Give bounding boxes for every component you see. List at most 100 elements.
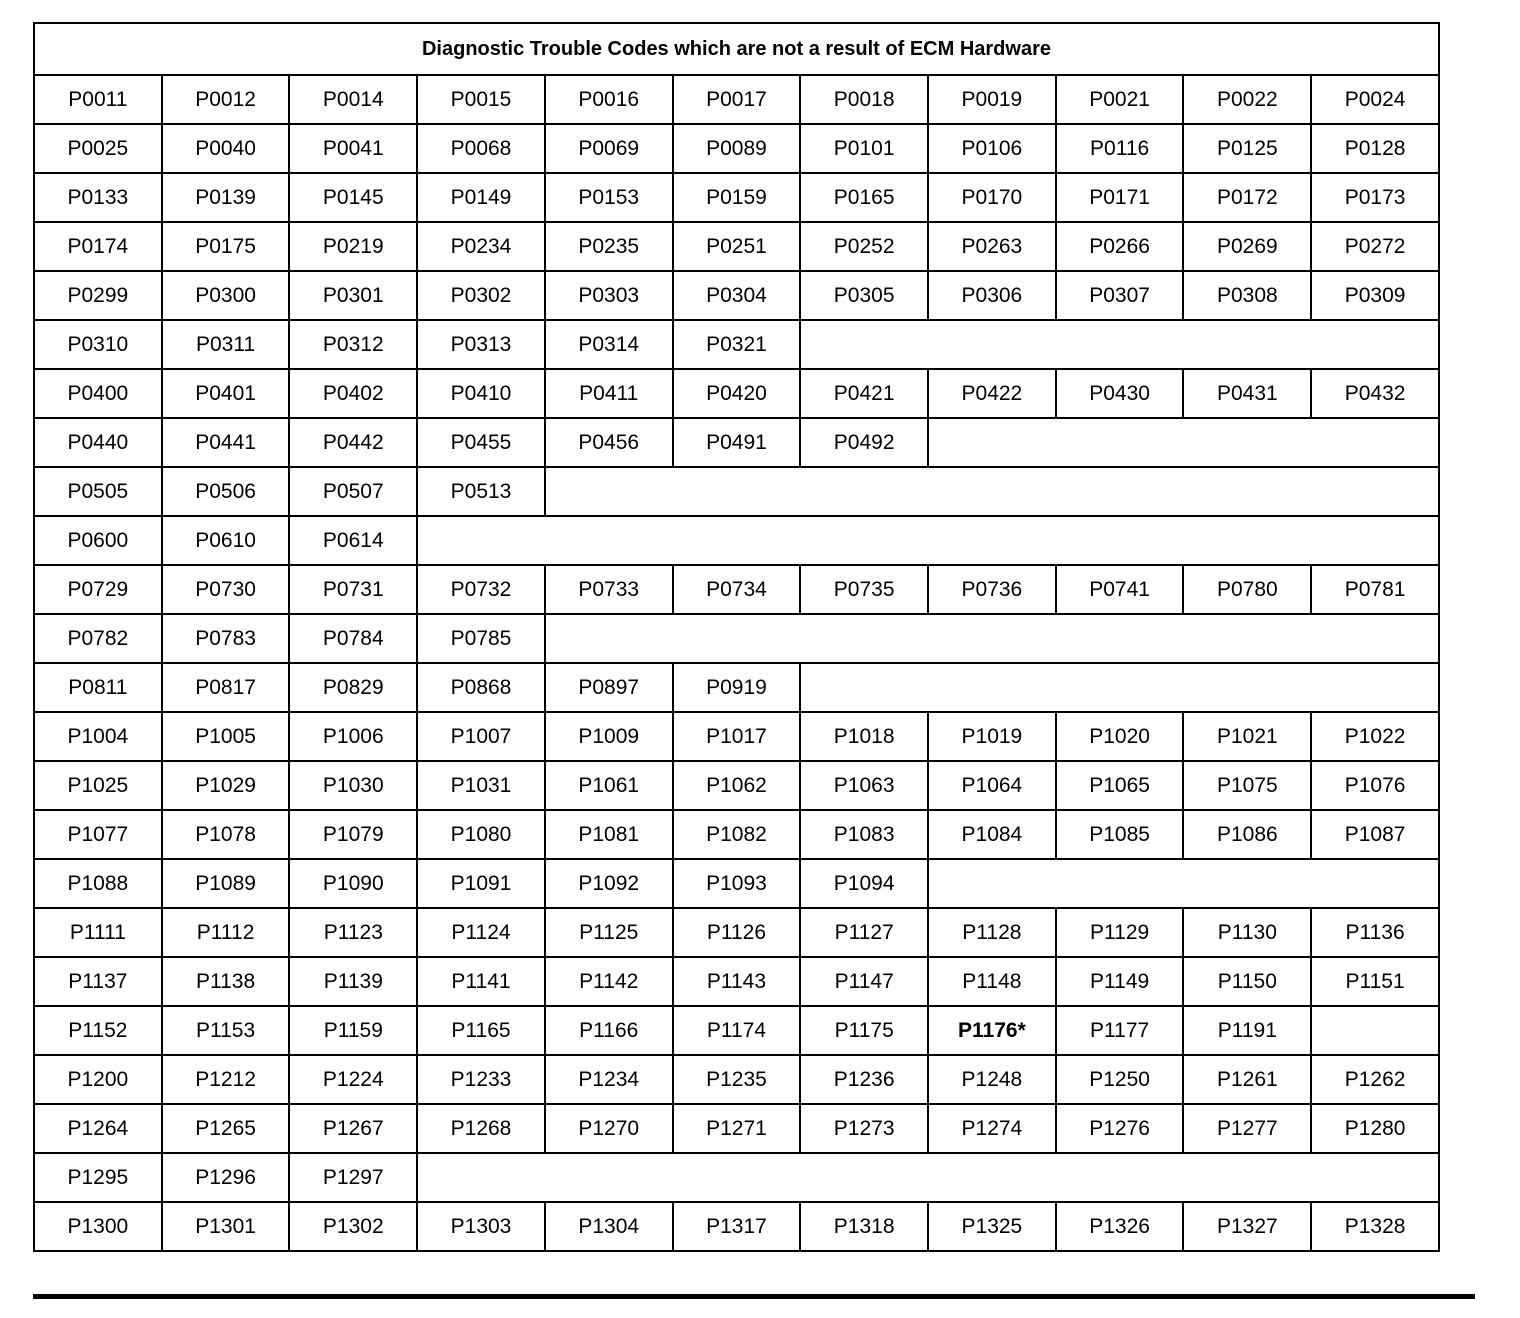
dtc-cell: P0299 [33,270,163,321]
dtc-cell: P1301 [160,1201,291,1252]
dtc-cell: P0420 [671,368,802,419]
dtc-cell: P1031 [416,760,546,811]
dtc-cell: P0101 [799,123,930,174]
table-row: P1004 P1005 P1006 P1007 P1009 P1017 P1018 P1019… [33,711,1440,762]
dtc-cell: P0492 [799,417,930,468]
table-row: P0729 P0730 P0731 P0732 P0733 P0734 P0735 P0736… [33,564,1440,615]
dtc-cell: P0014 [288,74,419,125]
dtc-cell: P0165 [799,172,930,223]
dtc-cell: P1271 [671,1103,802,1154]
dtc-cell: P1224 [288,1054,419,1105]
dtc-cell: P0040 [160,123,291,174]
dtc-cell: P0312 [288,319,419,370]
dtc-cell: P1273 [799,1103,930,1154]
dtc-cell: P0175 [160,221,291,272]
dtc-cell: P0308 [1182,270,1313,321]
bottom-rule [33,1294,1475,1299]
dtc-cell: P0783 [160,613,291,664]
dtc-cell: P1274 [927,1103,1057,1154]
dtc-cell: P0455 [416,417,546,468]
dtc-cell: P0735 [799,564,930,615]
dtc-cell: P0440 [33,417,163,468]
dtc-cell: P0734 [671,564,802,615]
dtc-cell: P0133 [33,172,163,223]
dtc-cell: P0421 [799,368,930,419]
dtc-cell: P1065 [1054,760,1185,811]
dtc-cell: P0506 [160,466,291,517]
empty-merged-cell [543,466,1441,517]
dtc-cell: P0068 [416,123,546,174]
dtc-cell: P1094 [799,858,930,909]
dtc-cell: P0785 [416,613,546,664]
empty-merged-cell [799,662,1440,713]
dtc-cell: P1236 [799,1054,930,1105]
dtc-cell: P0019 [927,74,1057,125]
table-row: P1295 P1296 P1297 [33,1152,1440,1203]
dtc-cell: P1123 [288,907,419,958]
dtc-cell: P1061 [543,760,674,811]
dtc-cell: P0513 [416,466,546,517]
dtc-cell: P0441 [160,417,291,468]
dtc-cell: P0736 [927,564,1057,615]
dtc-cell: P1082 [671,809,802,860]
dtc-cell: P1270 [543,1103,674,1154]
dtc-cell: P1125 [543,907,674,958]
dtc-cell: P0401 [160,368,291,419]
dtc-cell: P1265 [160,1103,291,1154]
dtc-cell: P1030 [288,760,419,811]
dtc-cell: P1090 [288,858,419,909]
dtc-cell: P1127 [799,907,930,958]
dtc-cell: P1159 [288,1005,419,1056]
dtc-cell: P1091 [416,858,546,909]
dtc-cell: P0919 [671,662,802,713]
dtc-cell: P1128 [927,907,1057,958]
dtc-cell: P0069 [543,123,674,174]
dtc-cell: P0301 [288,270,419,321]
dtc-cell: P0309 [1310,270,1440,321]
dtc-cell: P0784 [288,613,419,664]
dtc-cell: P0868 [416,662,546,713]
table-row: P0400 P0401 P0402 P0410 P0411 P0420 P0421 P0422… [33,368,1440,419]
dtc-cell: P1328 [1310,1201,1440,1252]
dtc-cell: P1025 [33,760,163,811]
dtc-cell: P1262 [1310,1054,1440,1105]
dtc-cell: P0153 [543,172,674,223]
table-row: P0440 P0441 P0442 P0455 P0456 P0491 P0492 [33,417,1440,468]
dtc-cell: P1022 [1310,711,1440,762]
dtc-cell: P0303 [543,270,674,321]
dtc-cell: P0600 [33,515,163,566]
dtc-cell: P1139 [288,956,419,1007]
dtc-cell: P0733 [543,564,674,615]
dtc-cell: P1063 [799,760,930,811]
dtc-cell: P1007 [416,711,546,762]
dtc-cell: P0741 [1054,564,1185,615]
dtc-cell: P1017 [671,711,802,762]
dtc-cell: P0456 [543,417,674,468]
dtc-cell: P0219 [288,221,419,272]
dtc-cell: P1078 [160,809,291,860]
dtc-cell: P0610 [160,515,291,566]
dtc-cell: P1175 [799,1005,930,1056]
dtc-cell: P0171 [1054,172,1185,223]
dtc-cell: P1147 [799,956,930,1007]
dtc-cell: P1327 [1182,1201,1313,1252]
dtc-cell: P0782 [33,613,163,664]
dtc-cell: P1079 [288,809,419,860]
dtc-cell: P1009 [543,711,674,762]
dtc-cell: P0730 [160,564,291,615]
dtc-cell: P1296 [160,1152,291,1203]
dtc-cell: P0173 [1310,172,1440,223]
dtc-cell: P1174 [671,1005,802,1056]
dtc-cell: P0024 [1310,74,1440,125]
dtc-cell: P1088 [33,858,163,909]
dtc-cell: P1019 [927,711,1057,762]
dtc-cell: P0012 [160,74,291,125]
dtc-cell: P1177 [1054,1005,1185,1056]
dtc-cell: P0149 [416,172,546,223]
dtc-cell: P0829 [288,662,419,713]
dtc-cell: P0410 [416,368,546,419]
dtc-cell: P1264 [33,1103,163,1154]
dtc-cell: P0116 [1054,123,1185,174]
dtc-cell: P0311 [160,319,291,370]
dtc-cell: P1200 [33,1054,163,1105]
